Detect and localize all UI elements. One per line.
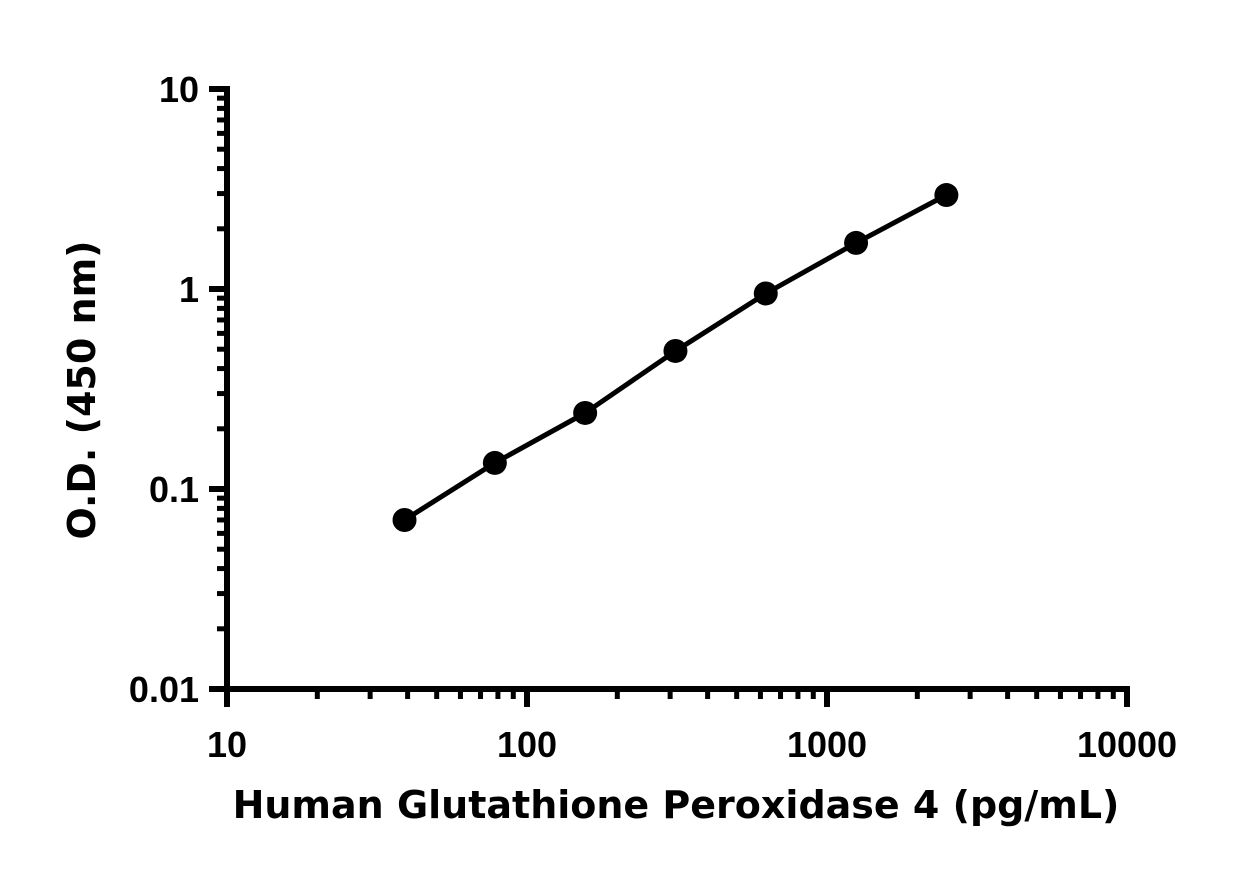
data-point-marker	[844, 230, 869, 255]
y-tick-label: 0.1	[149, 469, 199, 510]
x-tick-label: 100	[497, 724, 557, 765]
y-tick-label: 10	[159, 69, 199, 110]
data-point-marker	[482, 450, 507, 475]
data-point-marker	[663, 338, 688, 363]
data-point-marker	[392, 507, 417, 532]
x-tick-label: 10	[207, 724, 247, 765]
x-axis	[209, 686, 1130, 707]
y-tick-label: 0.01	[129, 669, 199, 710]
y-axis	[209, 86, 230, 703]
data-point-marker	[573, 400, 598, 425]
x-tick-labels: 10 100 1000 10000	[207, 724, 1177, 765]
x-tick-label: 10000	[1077, 724, 1177, 765]
y-axis-title: O.D. (450 nm)	[60, 240, 104, 539]
data-series	[392, 183, 959, 532]
y-tick-labels: 0.01 0.1 1 10	[129, 69, 199, 710]
x-tick-label: 1000	[787, 724, 867, 765]
y-tick-label: 1	[179, 269, 199, 310]
x-axis-title: Human Glutathione Peroxidase 4 (pg/mL)	[233, 783, 1120, 827]
data-point-marker	[753, 281, 778, 306]
data-point-marker	[934, 183, 959, 208]
